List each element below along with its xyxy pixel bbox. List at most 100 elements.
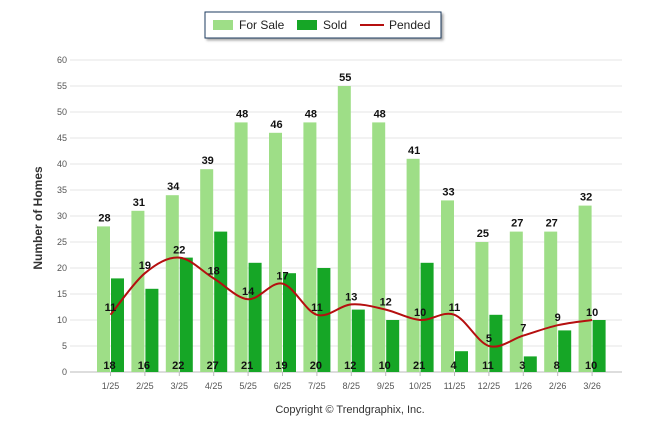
bar-for-sale: [372, 122, 386, 373]
label-pended: 7: [520, 323, 526, 335]
label-sold: 4: [450, 360, 457, 372]
bar-for-sale: [578, 205, 592, 372]
bar-sold: [592, 320, 606, 372]
label-pended: 22: [173, 245, 185, 257]
x-tick-label: 2/25: [136, 381, 154, 391]
y-tick-label: 35: [57, 185, 67, 195]
legend-box: [204, 11, 442, 39]
data-labels: 2818311634223927482146194820551248104121…: [98, 72, 598, 372]
x-tick-label: 11/25: [444, 381, 466, 391]
bar-sold: [111, 278, 124, 372]
label-pended: 10: [586, 307, 598, 319]
label-sold: 3: [519, 360, 525, 372]
y-tick-label: 20: [57, 263, 67, 273]
label-sold: 22: [172, 360, 184, 372]
label-pended: 19: [139, 260, 151, 272]
bar-sold: [489, 314, 503, 372]
y-tick-label: 40: [57, 159, 67, 169]
y-tick-label: 0: [62, 367, 67, 377]
pended-line-path: [109, 256, 593, 348]
label-sold: 10: [379, 360, 391, 372]
label-for-sale: 48: [236, 108, 248, 120]
label-for-sale: 25: [477, 228, 489, 240]
bar-sold: [351, 309, 365, 372]
bar-sold: [455, 351, 468, 372]
bar-for-sale: [303, 122, 317, 373]
label-pended: 14: [242, 286, 255, 298]
label-pended: 18: [208, 265, 220, 277]
bar-sold: [145, 288, 159, 372]
label-pended: 5: [486, 333, 492, 345]
pended-line: [109, 256, 593, 348]
label-pended: 9: [555, 312, 561, 324]
legend-swatch-sold: [297, 20, 317, 30]
y-tick-label: 25: [57, 237, 67, 247]
label-for-sale: 32: [580, 192, 592, 204]
x-tick-label: 4/25: [205, 381, 223, 391]
bar-for-sale: [234, 122, 248, 373]
label-for-sale: 48: [374, 108, 386, 120]
bar-for-sale: [269, 132, 282, 372]
label-for-sale: 34: [167, 181, 180, 193]
legend-label-sold: Sold: [323, 18, 347, 32]
label-for-sale: 27: [546, 218, 558, 230]
label-pended: 13: [345, 291, 357, 303]
label-sold: 8: [554, 360, 560, 372]
bar-for-sale: [406, 158, 420, 372]
x-tick-label: 3/26: [583, 381, 601, 391]
label-pended: 11: [449, 302, 461, 314]
x-tick-label: 2/26: [549, 381, 567, 391]
bar-for-sale: [165, 195, 179, 372]
bar-sold: [386, 320, 400, 372]
label-for-sale: 55: [339, 72, 351, 84]
label-sold: 16: [138, 360, 150, 372]
label-sold: 27: [207, 360, 219, 372]
bar-for-sale: [97, 226, 110, 372]
bar-for-sale: [509, 231, 523, 372]
y-tick-label: 5: [62, 341, 67, 351]
y-tick-label: 45: [57, 133, 67, 143]
y-tick-label: 60: [57, 55, 67, 65]
x-tick-label: 6/25: [274, 381, 292, 391]
label-for-sale: 48: [305, 108, 317, 120]
bar-for-sale: [131, 210, 145, 372]
x-tick-label: 9/25: [377, 381, 395, 391]
bar-for-sale: [544, 231, 558, 372]
label-sold: 11: [482, 360, 494, 372]
label-for-sale: 27: [511, 218, 523, 230]
bar-for-sale: [337, 86, 351, 372]
x-tick-label: 7/25: [308, 381, 326, 391]
bar-sold: [214, 231, 228, 372]
bar-sold: [317, 268, 331, 372]
y-tick-label: 10: [57, 315, 67, 325]
legend[interactable]: For Sale Sold Pended: [204, 11, 442, 39]
bar-sold: [283, 273, 296, 372]
y-tick-label: 50: [57, 107, 67, 117]
bar-sold: [558, 330, 572, 372]
label-sold: 20: [310, 360, 322, 372]
x-tick-label: 5/25: [239, 381, 257, 391]
x-axis-ticks: 1/25 2/25 3/25 4/25 5/25 6/25 7/25 8/25 9/25 10/2…: [102, 372, 601, 391]
bar-sold: [179, 257, 193, 372]
label-for-sale: 28: [98, 212, 110, 224]
copyright-text: Copyright © Trendgraphix, Inc.: [275, 404, 424, 416]
label-sold: 18: [103, 360, 115, 372]
legend-label-pended: Pended: [389, 18, 430, 32]
bar-sold: [248, 262, 262, 372]
x-tick-label: 10/25: [409, 381, 432, 391]
label-sold: 10: [585, 360, 597, 372]
y-axis-ticks: 0 5 10 15 20 25 30 35 40 45 50 55 60: [57, 55, 67, 377]
label-pended: 11: [105, 302, 117, 314]
bars: [97, 86, 606, 373]
y-tick-label: 15: [57, 289, 67, 299]
label-pended: 12: [380, 297, 392, 309]
label-sold: 21: [413, 360, 425, 372]
label-pended: 10: [414, 307, 426, 319]
x-tick-label: 3/25: [171, 381, 189, 391]
bar-for-sale: [475, 242, 489, 372]
y-tick-label: 30: [57, 211, 67, 221]
label-sold: 12: [344, 360, 356, 372]
label-sold: 19: [275, 360, 287, 372]
legend-swatch-for-sale: [213, 20, 233, 30]
